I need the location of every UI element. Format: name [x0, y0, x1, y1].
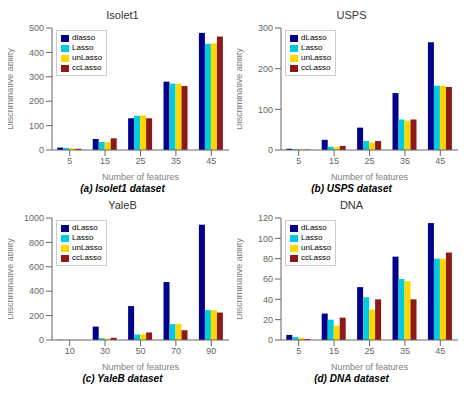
svg-text:90: 90: [206, 346, 216, 356]
svg-text:Discriminative ability: Discriminative ability: [8, 48, 15, 130]
svg-text:25: 25: [135, 156, 145, 166]
svg-text:0: 0: [268, 145, 273, 155]
svg-text:40: 40: [263, 295, 273, 305]
html-text:unLasso: unLasso: [301, 53, 332, 62]
html-text:DNA: DNA: [339, 199, 364, 211]
svg-text:Discriminative ability: Discriminative ability: [237, 238, 244, 320]
svg-text:45: 45: [435, 346, 445, 356]
svg-text:200: 200: [258, 64, 273, 74]
html-text:YaleB: YaleB: [108, 199, 137, 211]
svg-text:20: 20: [263, 315, 273, 325]
svg-text:0: 0: [268, 335, 273, 345]
html-text:unLasso: unLasso: [301, 243, 332, 252]
svg-text:Discriminative ability: Discriminative ability: [8, 238, 15, 320]
html-text:ccLasso: ccLasso: [72, 253, 102, 262]
svg-text:400: 400: [29, 286, 44, 296]
html-text:dLasso: dLasso: [301, 33, 327, 42]
svg-text:Number of features: Number of features: [102, 362, 180, 370]
svg-text:Number of features: Number of features: [331, 172, 409, 180]
svg-text:100: 100: [258, 234, 273, 244]
svg-text:60: 60: [263, 274, 273, 284]
svg-text:Discriminative ability: Discriminative ability: [237, 48, 244, 130]
html-text:unLasso: unLasso: [72, 53, 103, 62]
svg-text:600: 600: [29, 262, 44, 272]
svg-text:5: 5: [67, 156, 72, 166]
svg-text:10: 10: [65, 346, 75, 356]
svg-text:100: 100: [29, 121, 44, 131]
svg-text:5: 5: [296, 156, 301, 166]
svg-text:1000: 1000: [24, 213, 44, 223]
svg-text:Number of features: Number of features: [102, 172, 180, 180]
html-text:ccLasso: ccLasso: [301, 253, 331, 262]
svg-text:25: 25: [364, 156, 374, 166]
svg-text:45: 45: [206, 156, 216, 166]
svg-text:45: 45: [435, 156, 445, 166]
svg-text:100: 100: [258, 105, 273, 115]
html-text:Lasso: Lasso: [72, 233, 94, 242]
svg-text:0: 0: [39, 145, 44, 155]
html-text:ccLasso: ccLasso: [72, 63, 102, 72]
svg-text:15: 15: [329, 346, 339, 356]
svg-text:70: 70: [171, 346, 181, 356]
html-text:dLasso: dLasso: [72, 223, 98, 232]
html-text:Lasso: Lasso: [301, 233, 323, 242]
svg-text:200: 200: [29, 96, 44, 106]
html-text:(d) DNA dataset: (d) DNA dataset: [314, 373, 389, 384]
html-text:(b) USPS dataset: (b) USPS dataset: [311, 183, 392, 194]
svg-text:0: 0: [39, 335, 44, 345]
html-text:dLasso: dLasso: [301, 223, 327, 232]
svg-text:50: 50: [135, 346, 145, 356]
svg-text:35: 35: [171, 156, 181, 166]
html-text:Lasso: Lasso: [301, 43, 323, 52]
svg-text:15: 15: [100, 156, 110, 166]
svg-text:500: 500: [29, 23, 44, 33]
svg-text:300: 300: [29, 72, 44, 82]
svg-text:35: 35: [400, 156, 410, 166]
html-text:dlasso: dlasso: [72, 33, 96, 42]
html-text:USPS: USPS: [336, 9, 367, 21]
html-text:Isolet1: Isolet1: [106, 9, 139, 21]
svg-text:400: 400: [29, 48, 44, 58]
svg-text:25: 25: [364, 346, 374, 356]
html-text:ccLasso: ccLasso: [301, 63, 331, 72]
svg-text:30: 30: [100, 346, 110, 356]
html-text:Lasso: Lasso: [72, 43, 94, 52]
svg-text:200: 200: [29, 311, 44, 321]
svg-text:800: 800: [29, 238, 44, 248]
svg-text:Number of features: Number of features: [331, 362, 409, 370]
svg-text:120: 120: [258, 213, 273, 223]
svg-text:15: 15: [329, 156, 339, 166]
svg-text:80: 80: [263, 254, 273, 264]
html-text:(c) YaleB dataset: (c) YaleB dataset: [82, 373, 163, 384]
svg-text:5: 5: [296, 346, 301, 356]
svg-text:300: 300: [258, 23, 273, 33]
html-text:(a) Isolet1 dataset: (a) Isolet1 dataset: [80, 183, 165, 194]
html-text:unLasso: unLasso: [72, 243, 103, 252]
svg-text:35: 35: [400, 346, 410, 356]
